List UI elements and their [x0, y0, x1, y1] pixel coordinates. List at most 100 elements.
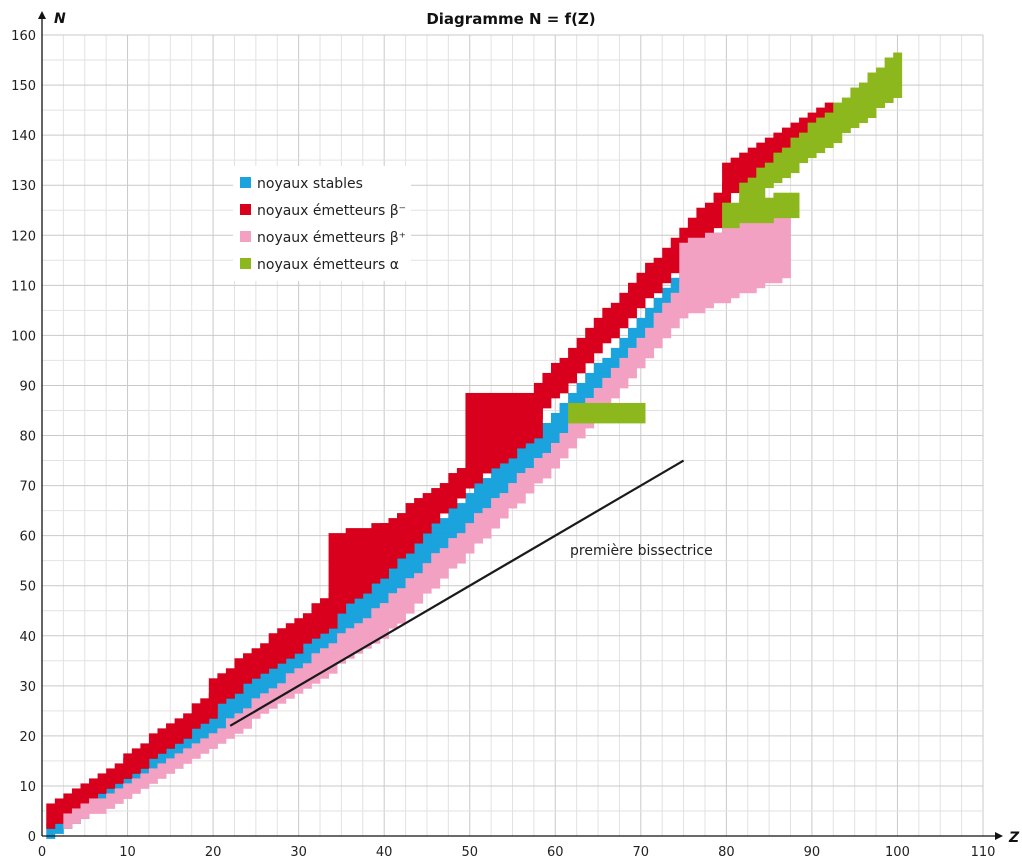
nucleus-point	[397, 568, 406, 574]
nucleus-point	[627, 342, 637, 349]
chart-title: Diagramme N = f(Z)	[426, 10, 595, 28]
nucleus-point	[431, 503, 441, 509]
bisector-annotation: première bissectrice	[570, 543, 713, 559]
nucleus-point	[781, 132, 791, 139]
nucleus-point	[422, 563, 432, 569]
nucleus-point	[311, 648, 321, 654]
nucleus-point	[294, 688, 304, 694]
nucleus-point	[414, 503, 424, 509]
nucleus-point	[610, 347, 620, 354]
nucleus-point	[448, 503, 458, 509]
nucleus-point	[739, 162, 749, 169]
nucleus-point	[354, 568, 364, 574]
nucleus-point	[508, 478, 518, 484]
nucleus-point	[525, 473, 535, 479]
nucleus-point	[550, 458, 560, 464]
nucleus-point	[525, 443, 535, 449]
nucleus-point	[781, 237, 791, 244]
nucleus-point	[867, 97, 877, 103]
nucleus-point	[645, 332, 655, 339]
y-tick-label: 20	[19, 730, 36, 745]
nucleus-point	[362, 628, 372, 634]
nucleus-point	[542, 397, 552, 404]
nucleus-point	[414, 578, 424, 584]
x-tick-label: 50	[461, 845, 478, 860]
y-tick-label: 140	[11, 129, 36, 144]
nucleus-point	[525, 448, 535, 454]
nucleus-point	[516, 407, 526, 414]
nucleus-point	[516, 453, 526, 459]
nucleus-point	[397, 548, 406, 554]
nucleus-point	[756, 147, 766, 154]
nucleus-point	[499, 473, 509, 479]
nucleus-point	[627, 402, 637, 409]
nucleus-point	[841, 112, 851, 119]
nucleus-point	[533, 473, 543, 479]
nucleus-point	[294, 638, 304, 644]
nucleus-point	[756, 257, 766, 264]
nucleus-point	[576, 367, 586, 374]
nucleus-point	[405, 558, 415, 564]
nucleus-point	[747, 192, 757, 199]
nucleus-point	[439, 538, 449, 544]
nucleus-point	[268, 658, 278, 664]
nucleus-point	[619, 302, 629, 309]
nucleus-point	[576, 432, 586, 439]
nucleus-point	[713, 212, 723, 219]
nucleus-point	[670, 317, 680, 324]
nucleus-point	[285, 638, 295, 644]
nucleus-point	[884, 82, 894, 88]
nucleus-point	[234, 678, 244, 684]
x-tick-label: 70	[633, 845, 650, 860]
legend-swatch-alpha	[240, 258, 251, 269]
nucleus-point	[439, 528, 449, 534]
x-axis-arrow	[995, 832, 1003, 840]
nucleus-point	[876, 87, 886, 93]
nucleus-point	[285, 653, 295, 659]
nucleus-point	[414, 558, 424, 564]
nucleus-point	[439, 503, 449, 509]
nucleus-point	[645, 287, 655, 294]
nucleus-point	[533, 402, 543, 409]
nucleus-point	[208, 743, 218, 749]
nucleus-point	[568, 372, 578, 379]
nucleus-point	[550, 387, 560, 394]
nucleus-point	[687, 222, 697, 229]
nucleus-point	[243, 653, 252, 659]
nucleus-point	[833, 127, 843, 134]
nucleus-point	[508, 498, 518, 504]
nucleus-point	[140, 773, 150, 779]
nucleus-point	[388, 593, 398, 599]
nucleus-point	[448, 478, 458, 484]
nucleus-point	[71, 818, 81, 824]
nucleus-point	[576, 347, 586, 354]
nucleus-point	[439, 568, 449, 574]
nucleus-point	[799, 137, 809, 144]
nucleus-point	[277, 643, 287, 649]
nucleus-point	[533, 412, 543, 419]
nucleus-point	[576, 427, 586, 434]
nucleus-point	[234, 658, 244, 664]
nucleus-point	[345, 613, 355, 619]
nucleus-point	[781, 242, 791, 249]
nucleus-point	[619, 342, 629, 349]
nucleus-point	[148, 753, 158, 759]
nucleus-point	[123, 778, 133, 784]
nucleus-point	[337, 593, 347, 599]
nucleus-point	[354, 633, 364, 639]
nucleus-point	[773, 247, 783, 254]
nucleus-point	[311, 678, 321, 684]
nucleus-point	[277, 638, 287, 644]
nucleus-point	[217, 733, 227, 739]
nucleus-point	[114, 763, 124, 769]
nucleus-point	[764, 242, 774, 249]
nucleus-point	[610, 387, 620, 394]
nucleus-point	[431, 513, 441, 519]
nucleus-point	[508, 422, 518, 429]
nucleus-point	[397, 558, 406, 564]
nucleus-point	[773, 252, 783, 259]
nucleus-point	[542, 443, 552, 449]
nucleus-point	[781, 252, 791, 259]
nucleus-point	[328, 593, 338, 599]
nucleus-point	[405, 523, 415, 529]
